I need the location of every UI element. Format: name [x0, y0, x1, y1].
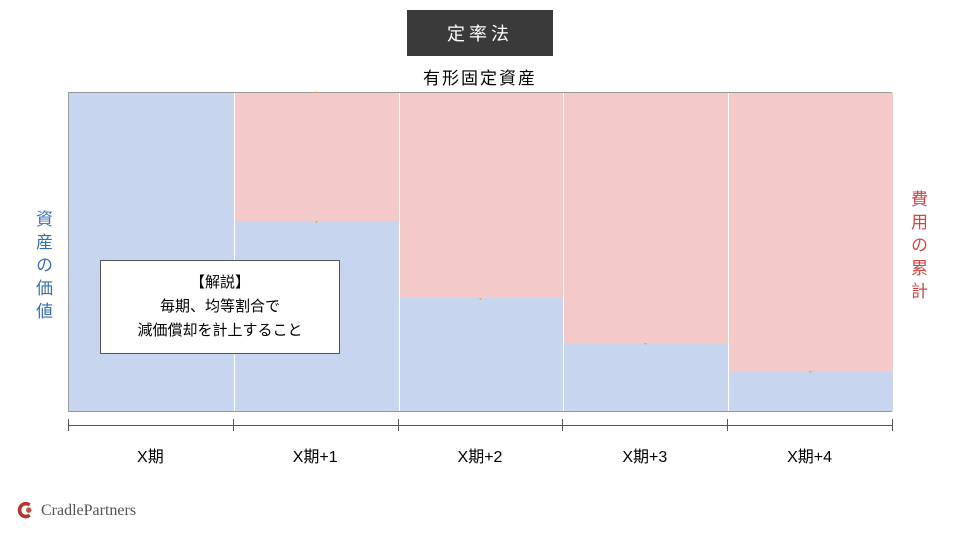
axis-tick: [727, 419, 728, 431]
asset-segment: [399, 298, 564, 411]
period-column: 減価償却: [728, 93, 893, 411]
right-axis-label: 費用の累計: [905, 190, 930, 305]
period-label: X期+1: [233, 443, 398, 467]
explanation-box: 【解説】 毎期、均等割合で 減価償却を計上すること: [100, 260, 340, 354]
axis-line: [68, 425, 892, 426]
period-column: [69, 93, 234, 411]
axis-tick: [68, 419, 69, 431]
logo-icon: [15, 500, 37, 522]
period-label: X期+4: [727, 443, 892, 467]
explain-line1: 毎期、均等割合で: [115, 295, 325, 319]
asset-segment: [563, 343, 728, 411]
axis-tick: [398, 419, 399, 431]
explain-heading: 【解説】: [115, 271, 325, 295]
expense-segment: [234, 93, 399, 221]
title-text: 定率法: [447, 24, 513, 44]
expense-segment: [563, 93, 728, 343]
chart-area: 減価償却減価償却減価償却減価償却: [68, 92, 892, 412]
explain-line2: 減価償却を計上すること: [115, 319, 325, 343]
left-axis-label: 資産の価値: [30, 210, 55, 325]
axis-tick: [233, 419, 234, 431]
subtitle: 有形固定資産: [423, 64, 537, 89]
expense-segment: [728, 93, 893, 371]
period-column: 減価償却: [399, 93, 564, 411]
axis-tick: [892, 419, 893, 431]
axis-tick: [562, 419, 563, 431]
asset-segment: [69, 93, 234, 411]
expense-segment: [399, 93, 564, 298]
title-badge: 定率法: [407, 10, 553, 56]
period-column: 減価償却: [563, 93, 728, 411]
logo-text: CradlePartners: [41, 502, 136, 520]
period-label: X期+2: [398, 443, 563, 467]
period-axis: X期X期+1X期+2X期+3X期+4: [68, 425, 892, 495]
logo: CradlePartners: [15, 500, 136, 522]
period-label: X期: [68, 443, 233, 467]
period-column: 減価償却: [234, 93, 399, 411]
period-label: X期+3: [562, 443, 727, 467]
asset-segment: [728, 371, 893, 411]
